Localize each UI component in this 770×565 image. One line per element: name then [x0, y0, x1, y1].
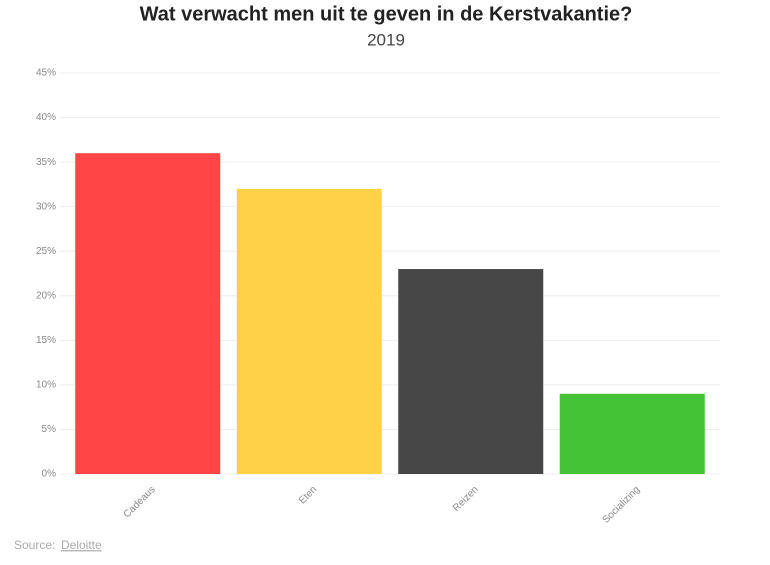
y-tick-label: 15%	[36, 335, 56, 346]
bar	[398, 269, 544, 474]
bar	[236, 188, 382, 474]
source-link[interactable]: Deloitte	[61, 538, 102, 552]
y-tick-label: 10%	[36, 380, 56, 391]
y-tick-label: 20%	[36, 290, 56, 301]
chart-subtitle: 2019	[367, 30, 405, 49]
y-tick-label: 30%	[36, 201, 56, 212]
bar	[559, 393, 705, 474]
y-tick-label: 25%	[36, 246, 56, 257]
x-tick-label: Reizen	[451, 484, 481, 514]
y-tick-label: 45%	[36, 68, 56, 79]
x-tick-label: Cadeaus	[122, 484, 158, 520]
x-tick-label: Eten	[297, 484, 319, 506]
y-tick-label: 5%	[42, 424, 57, 435]
x-tick-label: Socializing	[601, 484, 643, 526]
chart-title: Wat verwacht men uit te geven in de Kers…	[140, 3, 633, 25]
source-label: Source:	[14, 538, 55, 552]
y-tick-label: 35%	[36, 157, 56, 168]
bar	[75, 153, 221, 474]
y-tick-label: 0%	[42, 469, 57, 480]
y-tick-label: 40%	[36, 112, 56, 123]
